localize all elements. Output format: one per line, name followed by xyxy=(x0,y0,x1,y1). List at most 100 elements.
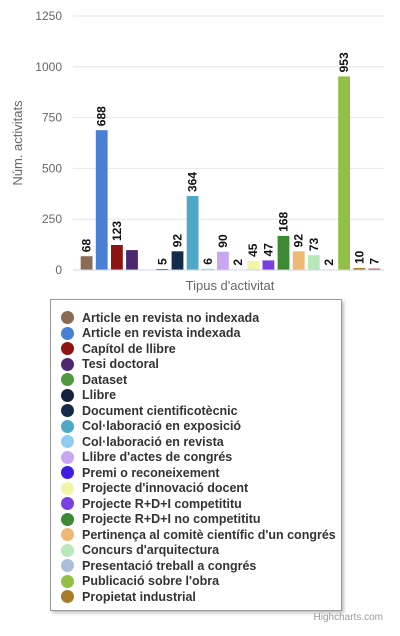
legend-item[interactable]: Tesi doctoral xyxy=(61,357,341,373)
y-tick-label: 0 xyxy=(55,263,62,277)
legend-marker-icon xyxy=(61,357,74,371)
legend-label: Concurs d'arquitectura xyxy=(82,543,220,558)
legend-item[interactable]: Pertinença al comitè científic d'un cong… xyxy=(61,527,341,543)
legend-marker-icon xyxy=(61,497,74,511)
data-label: 7 xyxy=(367,258,381,265)
legend-item[interactable]: Presentació treball a congrés xyxy=(61,558,341,574)
bar[interactable] xyxy=(126,250,138,270)
bar[interactable] xyxy=(171,251,184,270)
legend-label: Col·laboració en exposició xyxy=(82,419,242,434)
bar[interactable] xyxy=(292,251,305,270)
legend-marker-icon xyxy=(61,466,74,480)
bars xyxy=(80,76,381,271)
legend-label: Publicació sobre l'obra xyxy=(82,574,220,589)
legend: Article en revista no indexada Article en… xyxy=(50,299,342,611)
data-label: 953 xyxy=(337,52,351,72)
data-label: 6 xyxy=(201,258,215,265)
legend-marker-icon xyxy=(61,450,74,464)
legend-item[interactable]: Concurs d'arquitectura xyxy=(61,543,341,559)
legend-label: Projecte R+D+I no competititu xyxy=(82,512,261,527)
legend-item[interactable]: Propietat industrial xyxy=(61,589,341,605)
bar[interactable] xyxy=(338,76,350,271)
legend-marker-icon xyxy=(61,512,74,526)
data-label: 90 xyxy=(216,234,230,248)
credits-link[interactable]: Highcharts.com xyxy=(313,612,383,623)
legend-item[interactable]: Publicació sobre l'obra xyxy=(61,574,341,590)
legend-item[interactable]: Document cientificotècnic xyxy=(61,403,341,419)
legend-label: Projecte d'innovació docent xyxy=(82,481,249,496)
data-label: 68 xyxy=(80,239,94,253)
data-label: 2 xyxy=(322,259,336,266)
bar[interactable] xyxy=(353,268,366,270)
bar[interactable] xyxy=(201,268,214,270)
legend-marker-icon xyxy=(61,419,74,433)
data-label: 688 xyxy=(95,106,109,126)
y-axis-title: Núm. activitats xyxy=(10,100,25,186)
legend-label: Document cientificotècnic xyxy=(82,403,238,418)
legend-label: Pertinença al comitè científic d'un cong… xyxy=(82,527,336,542)
legend-label: Article en revista no indexada xyxy=(82,310,260,325)
legend-label: Article en revista indexada xyxy=(82,326,241,341)
legend-marker-icon xyxy=(61,388,74,402)
legend-label: Col·laboració en revista xyxy=(82,434,224,449)
legend-item[interactable]: Llibre d'actes de congrés xyxy=(61,450,341,466)
legend-item[interactable]: Premi o reconeixement xyxy=(61,465,341,481)
legend-label: Dataset xyxy=(82,372,128,387)
data-label: 92 xyxy=(171,234,185,248)
bar[interactable] xyxy=(80,256,93,270)
legend-item[interactable]: Article en revista no indexada xyxy=(61,310,341,326)
legend-item[interactable]: Capítol de llibre xyxy=(61,341,341,357)
bar[interactable] xyxy=(217,251,229,270)
legend-item[interactable]: Dataset xyxy=(61,372,341,388)
legend-label: Llibre d'actes de congrés xyxy=(82,450,233,465)
x-axis-title: Tipus d'activitat xyxy=(186,278,275,293)
data-label: 10 xyxy=(352,250,366,264)
bar[interactable] xyxy=(277,235,290,270)
legend-label: Presentació treball a congrés xyxy=(82,558,257,573)
legend-item[interactable]: Llibre xyxy=(61,388,341,404)
legend-label: Llibre xyxy=(82,388,117,403)
bar[interactable] xyxy=(111,245,123,270)
y-grid xyxy=(73,15,384,220)
legend-label: Propietat industrial xyxy=(82,589,196,604)
legend-marker-icon xyxy=(61,528,74,542)
legend-item[interactable]: Article en revista indexada xyxy=(61,326,341,342)
bar[interactable] xyxy=(186,196,199,270)
legend-marker-icon xyxy=(61,435,74,449)
legend-marker-icon xyxy=(61,342,74,356)
bar[interactable] xyxy=(368,268,381,270)
legend-label: Tesi doctoral xyxy=(82,357,159,372)
y-tick-label: 750 xyxy=(42,111,62,125)
legend-marker-icon xyxy=(61,481,74,495)
bar[interactable] xyxy=(307,255,320,270)
legend-marker-icon xyxy=(61,373,74,387)
y-axis-ticks: 0 250 500 750 1000 1250 xyxy=(35,9,62,277)
data-label: 73 xyxy=(307,238,321,252)
data-label: 168 xyxy=(277,212,291,232)
legend-marker-icon xyxy=(61,311,74,325)
legend-marker-icon xyxy=(61,543,74,557)
legend-item[interactable]: Col·laboració en exposició xyxy=(61,419,341,435)
legend-label: Capítol de llibre xyxy=(82,341,176,356)
legend-label: Projecte R+D+I competititu xyxy=(82,496,242,511)
bar[interactable] xyxy=(95,130,108,270)
legend-item[interactable]: Projecte R+D+I competititu xyxy=(61,496,341,512)
legend-label: Premi o reconeixement xyxy=(82,465,220,480)
legend-marker-icon xyxy=(61,404,74,418)
y-tick-label: 1250 xyxy=(35,9,62,23)
data-label: 2 xyxy=(231,259,245,266)
legend-marker-icon xyxy=(61,559,74,573)
legend-item[interactable]: Projecte R+D+I no competititu xyxy=(61,512,341,528)
data-label: 364 xyxy=(186,172,200,192)
y-tick-label: 250 xyxy=(42,212,62,226)
legend-item[interactable]: Projecte d'innovació docent xyxy=(61,481,341,497)
y-tick-label: 500 xyxy=(42,161,62,175)
bar[interactable] xyxy=(247,260,260,270)
data-label: 5 xyxy=(155,258,169,265)
data-label: 45 xyxy=(246,243,260,257)
legend-marker-icon xyxy=(61,590,74,604)
legend-item[interactable]: Col·laboració en revista xyxy=(61,434,341,450)
bar[interactable] xyxy=(262,260,275,270)
